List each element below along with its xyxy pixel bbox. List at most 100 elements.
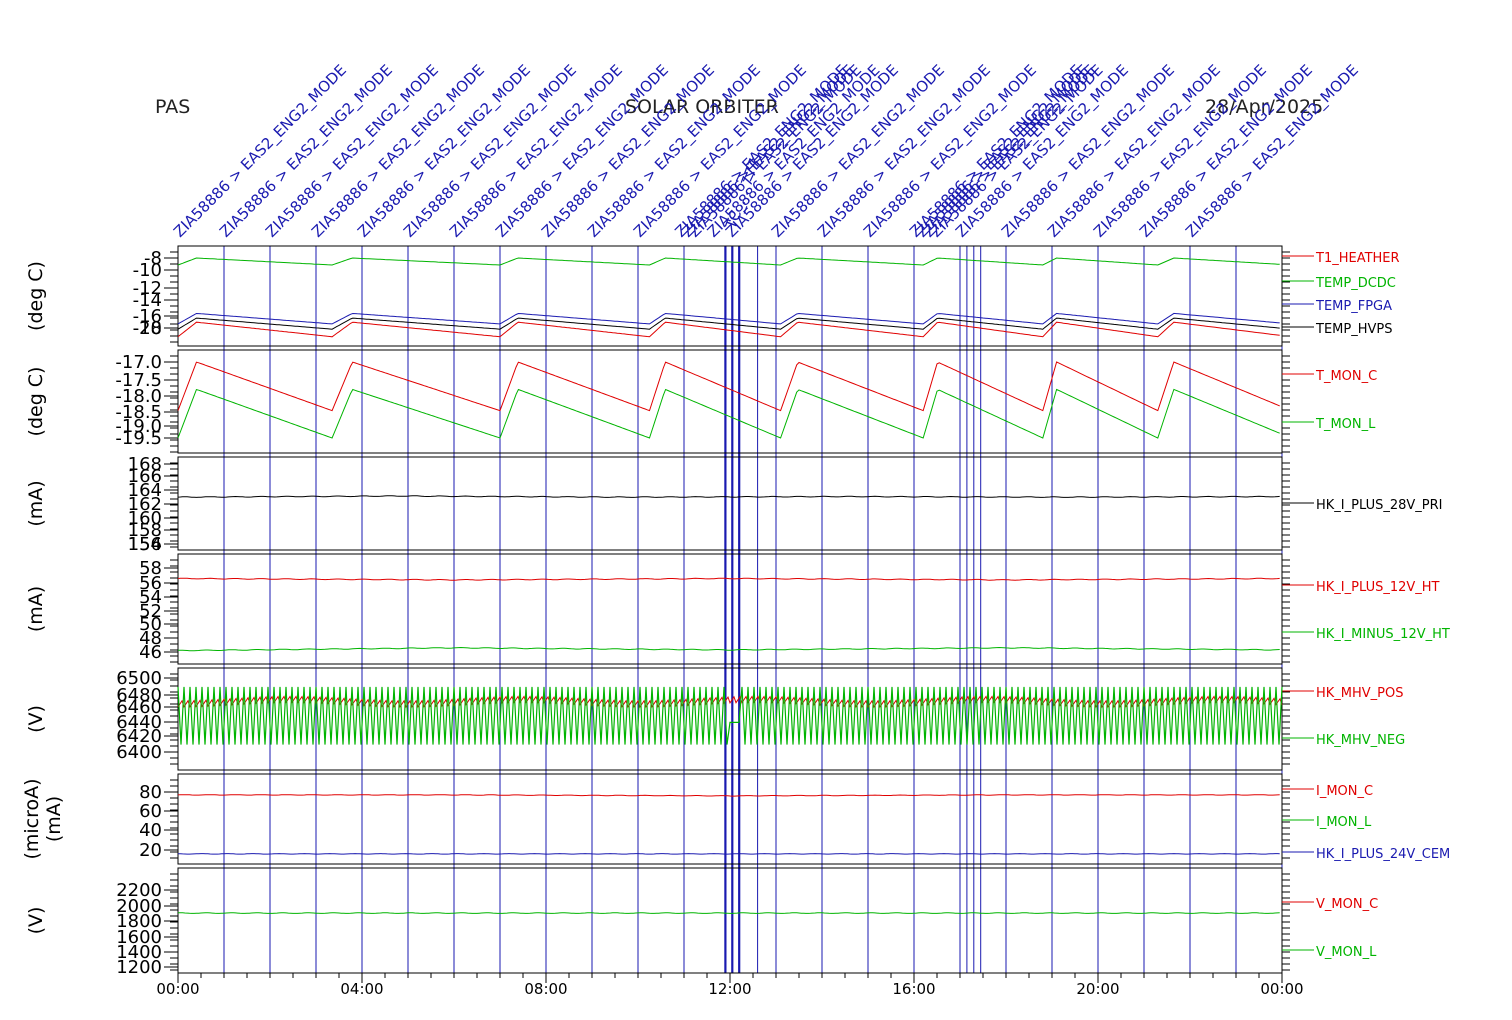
mission-label: SOLAR ORBITER <box>625 96 779 118</box>
x-tick-label: 20:00 <box>1076 980 1119 998</box>
series-line <box>177 361 1280 412</box>
legend-hk_i_plus_28v_pri: HK_I_PLUS_28V_PRI <box>1316 498 1442 513</box>
legend-hk_mhv_neg: HK_MHV_NEG <box>1316 733 1405 748</box>
series-line <box>177 495 1280 498</box>
y-tick-label: 54 <box>139 587 162 608</box>
y-tick-label: 168 <box>128 454 162 475</box>
y-tick-label: -18.5 <box>115 402 162 423</box>
panel-2: -17.0-17.5-18.0-18.5-19.0-19.5 (deg C) T_M… <box>25 349 1377 454</box>
panel-frame <box>177 867 1283 974</box>
legend-hk_i_plus_24v_cem: HK_I_PLUS_24V_CEM <box>1316 847 1450 862</box>
panel-frame <box>177 667 1283 771</box>
legend-v_mon_c: V_MON_C <box>1316 897 1378 912</box>
y-tick-label: 6400 <box>116 742 162 763</box>
y-axis-label: (mA) <box>25 586 47 632</box>
y-tick-label: 56 <box>139 573 162 594</box>
y-tick-label: 6480 <box>116 685 162 706</box>
y-tick-label: -16 <box>133 306 162 327</box>
series-line <box>177 686 1283 745</box>
series-line <box>178 853 1280 855</box>
y-tick-label: 20 <box>139 840 162 861</box>
y-tick-label: 2200 <box>116 880 162 901</box>
y-tick-label: -10 <box>133 260 162 281</box>
series-line <box>178 912 1280 914</box>
y-axis-label: (microA) <box>21 778 43 859</box>
y-tick-label: 52 <box>139 601 162 622</box>
y-tick-label: -19.5 <box>115 428 162 449</box>
series-line <box>177 317 1280 330</box>
y-tick-label: 1600 <box>116 927 162 948</box>
series-line <box>177 321 1280 338</box>
x-tick-label: 00:00 <box>1260 980 1303 998</box>
date-label: 28/Apr/2025 <box>1205 96 1324 118</box>
y-tick-label: -14 <box>133 290 162 311</box>
y-tick-label: 160 <box>128 508 162 529</box>
series-line <box>177 794 1280 797</box>
y-tick-label: -17.0 <box>115 352 162 373</box>
legend-temp_dcdc: TEMP_DCDC <box>1315 276 1396 291</box>
panel-frame <box>177 773 1283 865</box>
y-tick-label: -12 <box>133 278 162 299</box>
legend-temp_hvps: TEMP_HVPS <box>1315 322 1392 337</box>
legend-t_mon_l: T_MON_L <box>1315 417 1376 432</box>
instrument-label: PAS <box>155 96 191 118</box>
y-tick-label: 1400 <box>116 942 162 963</box>
legend-hk_mhv_pos: HK_MHV_POS <box>1316 686 1404 701</box>
y-tick-label: -18.0 <box>115 386 162 407</box>
series-line <box>177 388 1280 439</box>
y-tick-label: -20 <box>133 318 162 339</box>
x-tick-label: 04:00 <box>340 980 383 998</box>
y-tick-label: -17.5 <box>115 370 162 391</box>
panel-frame <box>177 553 1283 665</box>
y-tick-label: 158 <box>128 520 162 541</box>
y-axis-label: (deg C) <box>25 367 47 437</box>
legend-t1_heather: T1_HEATHER <box>1315 251 1400 266</box>
legend-temp_fpga: TEMP_FPGA <box>1315 299 1392 314</box>
series-line <box>177 312 1280 325</box>
panel-frame <box>177 456 1283 551</box>
legend-i_mon_l: I_MON_L <box>1316 815 1372 830</box>
y-tick-label: 80 <box>139 782 162 803</box>
x-tick-label: 16:00 <box>892 980 935 998</box>
panel-frame <box>177 349 1283 454</box>
y-tick-label: 1200 <box>116 957 162 978</box>
y-axis-label-2: (mA) <box>43 796 65 842</box>
y-tick-label: 48 <box>139 628 162 649</box>
legend-t_mon_c: T_MON_C <box>1315 369 1377 384</box>
legend-i_mon_c: I_MON_C <box>1316 784 1373 799</box>
x-axis: 00:00 04:00 08:00 12:00 16:00 20:00 00:00 <box>156 973 1304 998</box>
y-tick-label: 46 <box>139 642 162 663</box>
legend-hk_i_plus_12v_ht: HK_I_PLUS_12V_HT <box>1316 580 1440 595</box>
y-tick-label: 6460 <box>116 697 162 718</box>
y-tick-label: 166 <box>128 466 162 487</box>
y-tick-label: 1800 <box>116 911 162 932</box>
y-tick-label: 162 <box>128 494 162 515</box>
y-tick-label: 60 <box>139 801 162 822</box>
panel-frame <box>177 245 1283 347</box>
y-axis-label: (V) <box>25 705 47 733</box>
y-tick-label: -19.0 <box>115 416 162 437</box>
y-axis-label: (mA) <box>25 480 47 526</box>
y-axis-label: (V) <box>25 907 47 935</box>
y-tick-label: 6420 <box>116 726 162 747</box>
series-line <box>177 695 1283 709</box>
y-tick-label: 50 <box>139 614 162 635</box>
panel-1: -8-10-12-14-16-18-20 (deg C) T1_HEATHER TEM… <box>25 245 1400 347</box>
y-tick-label: -8 <box>144 248 162 269</box>
y-tick-label: 154 <box>128 534 162 555</box>
legend-hk_i_minus_12v_ht: HK_I_MINUS_12V_HT <box>1316 627 1450 642</box>
x-tick-label: 00:00 <box>156 980 199 998</box>
y-axis-label: (deg C) <box>25 261 47 331</box>
x-tick-label: 08:00 <box>524 980 567 998</box>
series-line <box>177 577 1280 581</box>
series-line <box>177 257 1280 266</box>
legend-v_mon_l: V_MON_L <box>1316 945 1377 960</box>
y-tick-label: 156 <box>128 534 162 555</box>
